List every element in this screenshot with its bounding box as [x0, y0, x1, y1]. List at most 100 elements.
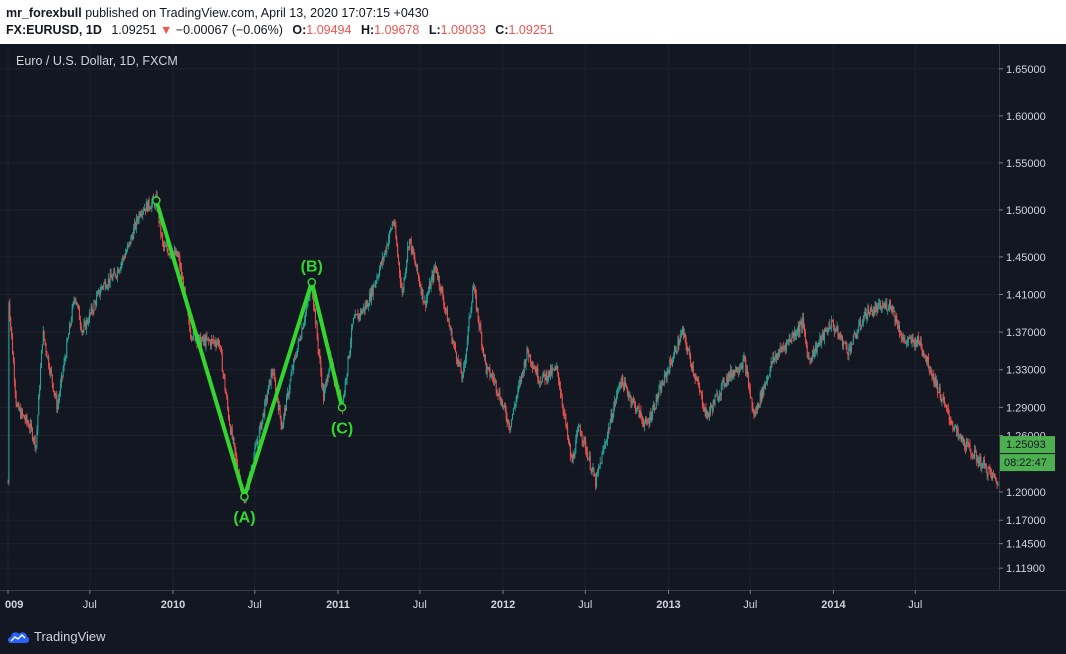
- candle-body[interactable]: [345, 379, 347, 382]
- candle-body[interactable]: [320, 360, 322, 373]
- candle-body[interactable]: [541, 376, 543, 383]
- candle-body[interactable]: [559, 386, 561, 394]
- candle-body[interactable]: [220, 347, 222, 354]
- candle-body[interactable]: [713, 400, 715, 405]
- candle-body[interactable]: [734, 370, 736, 373]
- candle-body[interactable]: [667, 370, 669, 372]
- candle-body[interactable]: [366, 302, 368, 308]
- candle-body[interactable]: [304, 312, 306, 321]
- candle-body[interactable]: [900, 335, 902, 339]
- candle-body[interactable]: [955, 425, 957, 432]
- candle-body[interactable]: [83, 324, 85, 332]
- candle-body[interactable]: [48, 356, 50, 368]
- candle-body[interactable]: [138, 213, 140, 221]
- candle-body[interactable]: [589, 455, 591, 470]
- candle-body[interactable]: [355, 314, 357, 316]
- candle-body[interactable]: [535, 369, 537, 375]
- candle-body[interactable]: [543, 371, 545, 375]
- candle-body[interactable]: [313, 306, 315, 310]
- candle-body[interactable]: [983, 460, 985, 466]
- candle-body[interactable]: [882, 304, 884, 307]
- candle-body[interactable]: [478, 319, 480, 327]
- candle-body[interactable]: [799, 324, 801, 333]
- candle-body[interactable]: [866, 316, 868, 319]
- candle-body[interactable]: [87, 319, 89, 323]
- candle-body[interactable]: [650, 413, 652, 421]
- candle-body[interactable]: [982, 463, 984, 468]
- candle-body[interactable]: [202, 336, 204, 342]
- candle-body[interactable]: [781, 348, 783, 350]
- candle-body[interactable]: [90, 306, 92, 313]
- candle-body[interactable]: [21, 410, 23, 418]
- candle-body[interactable]: [730, 369, 732, 378]
- candle-body[interactable]: [518, 384, 520, 388]
- candle-body[interactable]: [442, 291, 444, 300]
- candle-body[interactable]: [398, 255, 400, 263]
- candle-body[interactable]: [709, 411, 711, 417]
- candle-body[interactable]: [389, 229, 391, 232]
- candle-body[interactable]: [863, 315, 865, 320]
- candle-body[interactable]: [129, 241, 131, 245]
- candle-body[interactable]: [977, 458, 979, 465]
- candle-body[interactable]: [669, 359, 671, 373]
- candle-body[interactable]: [174, 250, 176, 255]
- candle-body[interactable]: [109, 273, 111, 284]
- candle-body[interactable]: [986, 472, 988, 476]
- candle-body[interactable]: [519, 380, 521, 385]
- candle-body[interactable]: [935, 377, 937, 386]
- candle-body[interactable]: [706, 411, 708, 418]
- candle-body[interactable]: [634, 400, 636, 403]
- candle-body[interactable]: [886, 303, 888, 311]
- candle-body[interactable]: [569, 445, 571, 457]
- candle-body[interactable]: [794, 331, 796, 337]
- candle-body[interactable]: [313, 298, 315, 307]
- candle-body[interactable]: [824, 329, 826, 332]
- candle-body[interactable]: [373, 285, 375, 287]
- candle-body[interactable]: [579, 426, 581, 434]
- candle-body[interactable]: [47, 356, 49, 358]
- candle-body[interactable]: [495, 380, 497, 392]
- candle-body[interactable]: [521, 371, 523, 374]
- candle-body[interactable]: [401, 287, 403, 293]
- candle-body[interactable]: [696, 378, 698, 381]
- candle-body[interactable]: [429, 283, 431, 289]
- candle-body[interactable]: [557, 366, 559, 373]
- candle-body[interactable]: [173, 250, 175, 254]
- candle-body[interactable]: [889, 301, 891, 307]
- candle-body[interactable]: [963, 439, 965, 442]
- candle-body[interactable]: [885, 303, 887, 305]
- candle-body[interactable]: [283, 414, 285, 424]
- candle-body[interactable]: [302, 328, 304, 329]
- candle-body[interactable]: [387, 244, 389, 246]
- candle-body[interactable]: [96, 296, 98, 306]
- candle-body[interactable]: [823, 329, 825, 340]
- candle-body[interactable]: [410, 240, 412, 252]
- candle-body[interactable]: [558, 372, 560, 383]
- candle-body[interactable]: [924, 354, 926, 357]
- candle-body[interactable]: [254, 447, 256, 457]
- candle-body[interactable]: [926, 357, 928, 363]
- candle-body[interactable]: [868, 309, 870, 314]
- candle-body[interactable]: [299, 339, 301, 340]
- candle-body[interactable]: [492, 374, 494, 378]
- candle-body[interactable]: [420, 287, 422, 295]
- candle-body[interactable]: [502, 400, 504, 407]
- candle-body[interactable]: [323, 385, 325, 401]
- candle-body[interactable]: [662, 382, 664, 386]
- candle-body[interactable]: [43, 330, 45, 340]
- candle-body[interactable]: [506, 417, 508, 423]
- candle-body[interactable]: [976, 458, 978, 461]
- candle-body[interactable]: [840, 336, 842, 339]
- candle-body[interactable]: [97, 290, 99, 293]
- candle-body[interactable]: [142, 211, 144, 215]
- candle-body[interactable]: [125, 253, 127, 258]
- candle-body[interactable]: [620, 383, 622, 385]
- candle-body[interactable]: [148, 199, 150, 208]
- candle-body[interactable]: [455, 345, 457, 352]
- candle-body[interactable]: [692, 365, 694, 374]
- candle-body[interactable]: [363, 307, 365, 311]
- candle-body[interactable]: [277, 400, 279, 411]
- candle-body[interactable]: [356, 314, 358, 316]
- candle-body[interactable]: [822, 332, 824, 336]
- candle-body[interactable]: [962, 436, 964, 442]
